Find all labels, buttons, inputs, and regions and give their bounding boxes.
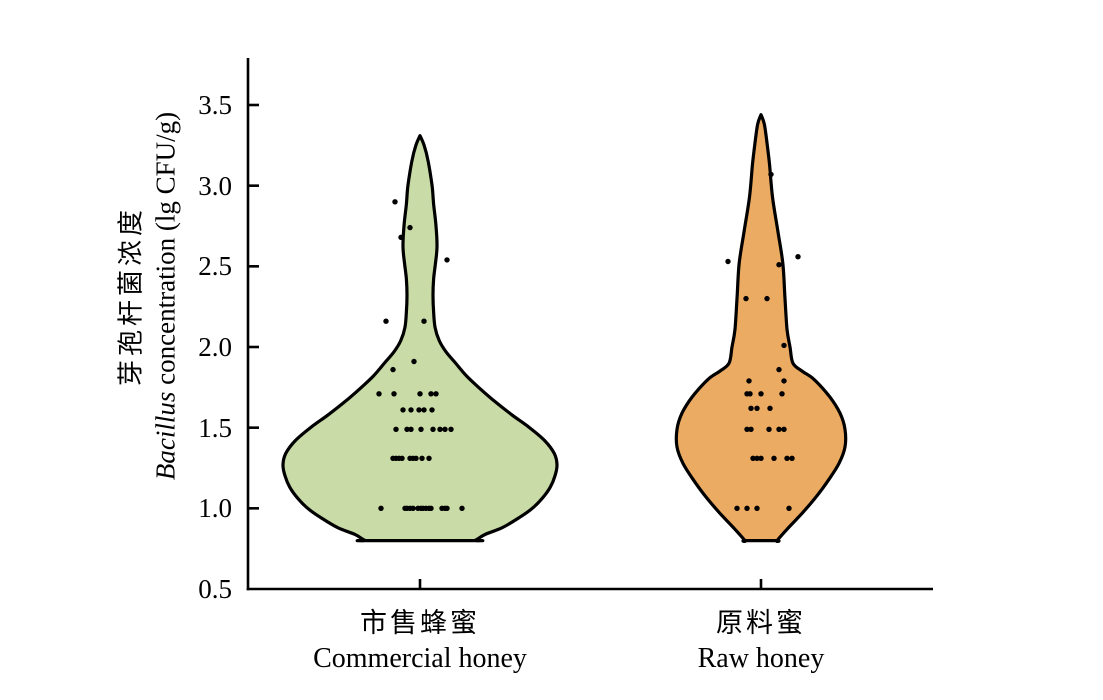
data-point-commercial — [433, 391, 439, 397]
data-point-commercial — [404, 426, 410, 432]
data-point-raw — [784, 455, 790, 461]
data-point-raw — [744, 505, 750, 511]
y-axis-title-chinese: 芽孢杆菌浓度 — [116, 205, 146, 387]
y-axis-title-english: Bacillus concentration (lg CFU/g) — [151, 112, 182, 480]
data-point-raw — [747, 391, 753, 397]
y-tick-label-2.5: 2.5 — [198, 251, 232, 282]
data-point-raw — [725, 258, 731, 265]
y-axis-title-genus: Bacillus — [150, 391, 181, 481]
data-point-commercial — [429, 407, 435, 413]
data-point-commercial — [390, 366, 396, 373]
y-axis-title-units: concentration (lg CFU/g) — [150, 111, 181, 392]
data-point-commercial — [413, 455, 419, 461]
data-point-raw — [758, 455, 764, 461]
y-tick-label-0.5: 0.5 — [198, 574, 232, 604]
data-point-raw — [766, 426, 772, 432]
data-point-raw — [786, 505, 792, 511]
x-category-commercial: 市售蜂蜜 Commercial honey — [259, 601, 581, 675]
data-point-commercial — [398, 234, 404, 240]
data-point-raw — [776, 366, 782, 373]
data-point-commercial — [408, 407, 414, 413]
data-point-raw — [767, 405, 773, 411]
x-category-commercial-zh: 市售蜂蜜 — [360, 608, 480, 638]
data-point-raw — [746, 378, 752, 384]
data-point-commercial — [459, 505, 465, 511]
y-tick-label-1.5: 1.5 — [198, 412, 232, 443]
data-point-raw — [754, 405, 760, 411]
data-point-raw — [768, 171, 774, 178]
y-tick-label-1.0: 1.0 — [198, 493, 232, 524]
data-point-raw — [781, 426, 787, 432]
data-point-raw — [748, 405, 754, 411]
data-point-raw — [771, 455, 777, 461]
data-point-raw — [743, 295, 749, 302]
data-point-commercial — [428, 505, 434, 511]
x-category-raw-en: Raw honey — [697, 643, 825, 674]
violin-raw-honey — [674, 113, 848, 544]
data-point-commercial — [378, 505, 384, 511]
data-point-commercial — [442, 426, 448, 432]
x-category-raw: 原料蜜 Raw honey — [600, 601, 922, 675]
data-point-raw — [744, 426, 750, 432]
data-point-commercial — [428, 391, 434, 397]
data-point-commercial — [408, 426, 414, 432]
data-point-raw — [734, 505, 740, 511]
data-point-raw — [776, 426, 782, 432]
violin-commercial-honey — [281, 134, 559, 543]
data-point-commercial — [416, 407, 422, 413]
x-category-commercial-en: Commercial honey — [313, 643, 527, 674]
data-point-commercial — [421, 318, 427, 324]
data-point-commercial — [411, 358, 417, 365]
data-point-commercial — [419, 455, 425, 461]
data-point-raw — [779, 391, 785, 397]
data-point-raw — [758, 391, 764, 397]
data-point-commercial — [393, 426, 399, 432]
y-tick-label-3.0: 3.0 — [198, 170, 232, 201]
data-point-commercial — [410, 505, 416, 511]
data-point-commercial — [407, 224, 413, 231]
data-point-commercial — [437, 426, 443, 432]
data-point-raw — [754, 455, 760, 461]
data-point-commercial — [376, 391, 382, 397]
x-category-raw-zh: 原料蜜 — [716, 608, 806, 638]
data-point-commercial — [444, 505, 450, 511]
data-point-raw — [754, 505, 760, 511]
y-tick-label-3.5: 3.5 — [198, 90, 232, 120]
y-axis-title: 芽孢杆菌浓度 Bacillus concentration (lg CFU/g) — [111, 112, 182, 480]
data-point-commercial — [399, 455, 405, 461]
data-point-commercial — [430, 426, 436, 432]
data-point-raw — [776, 262, 782, 268]
data-point-commercial — [421, 407, 427, 413]
data-point-raw — [748, 426, 754, 432]
data-point-commercial — [392, 199, 398, 205]
data-point-raw — [789, 455, 795, 461]
data-point-commercial — [400, 407, 406, 413]
data-point-raw — [750, 455, 756, 461]
data-point-commercial — [444, 257, 450, 263]
data-point-commercial — [426, 455, 432, 461]
data-point-commercial — [418, 426, 424, 432]
data-point-raw — [764, 295, 770, 302]
data-point-commercial — [417, 391, 423, 397]
y-tick-label-2.0: 2.0 — [198, 332, 232, 362]
data-point-raw — [781, 378, 787, 384]
data-point-commercial — [391, 391, 397, 397]
data-point-raw — [795, 254, 801, 260]
data-point-commercial — [383, 318, 389, 324]
data-point-commercial — [448, 426, 454, 432]
data-point-raw — [781, 342, 787, 349]
